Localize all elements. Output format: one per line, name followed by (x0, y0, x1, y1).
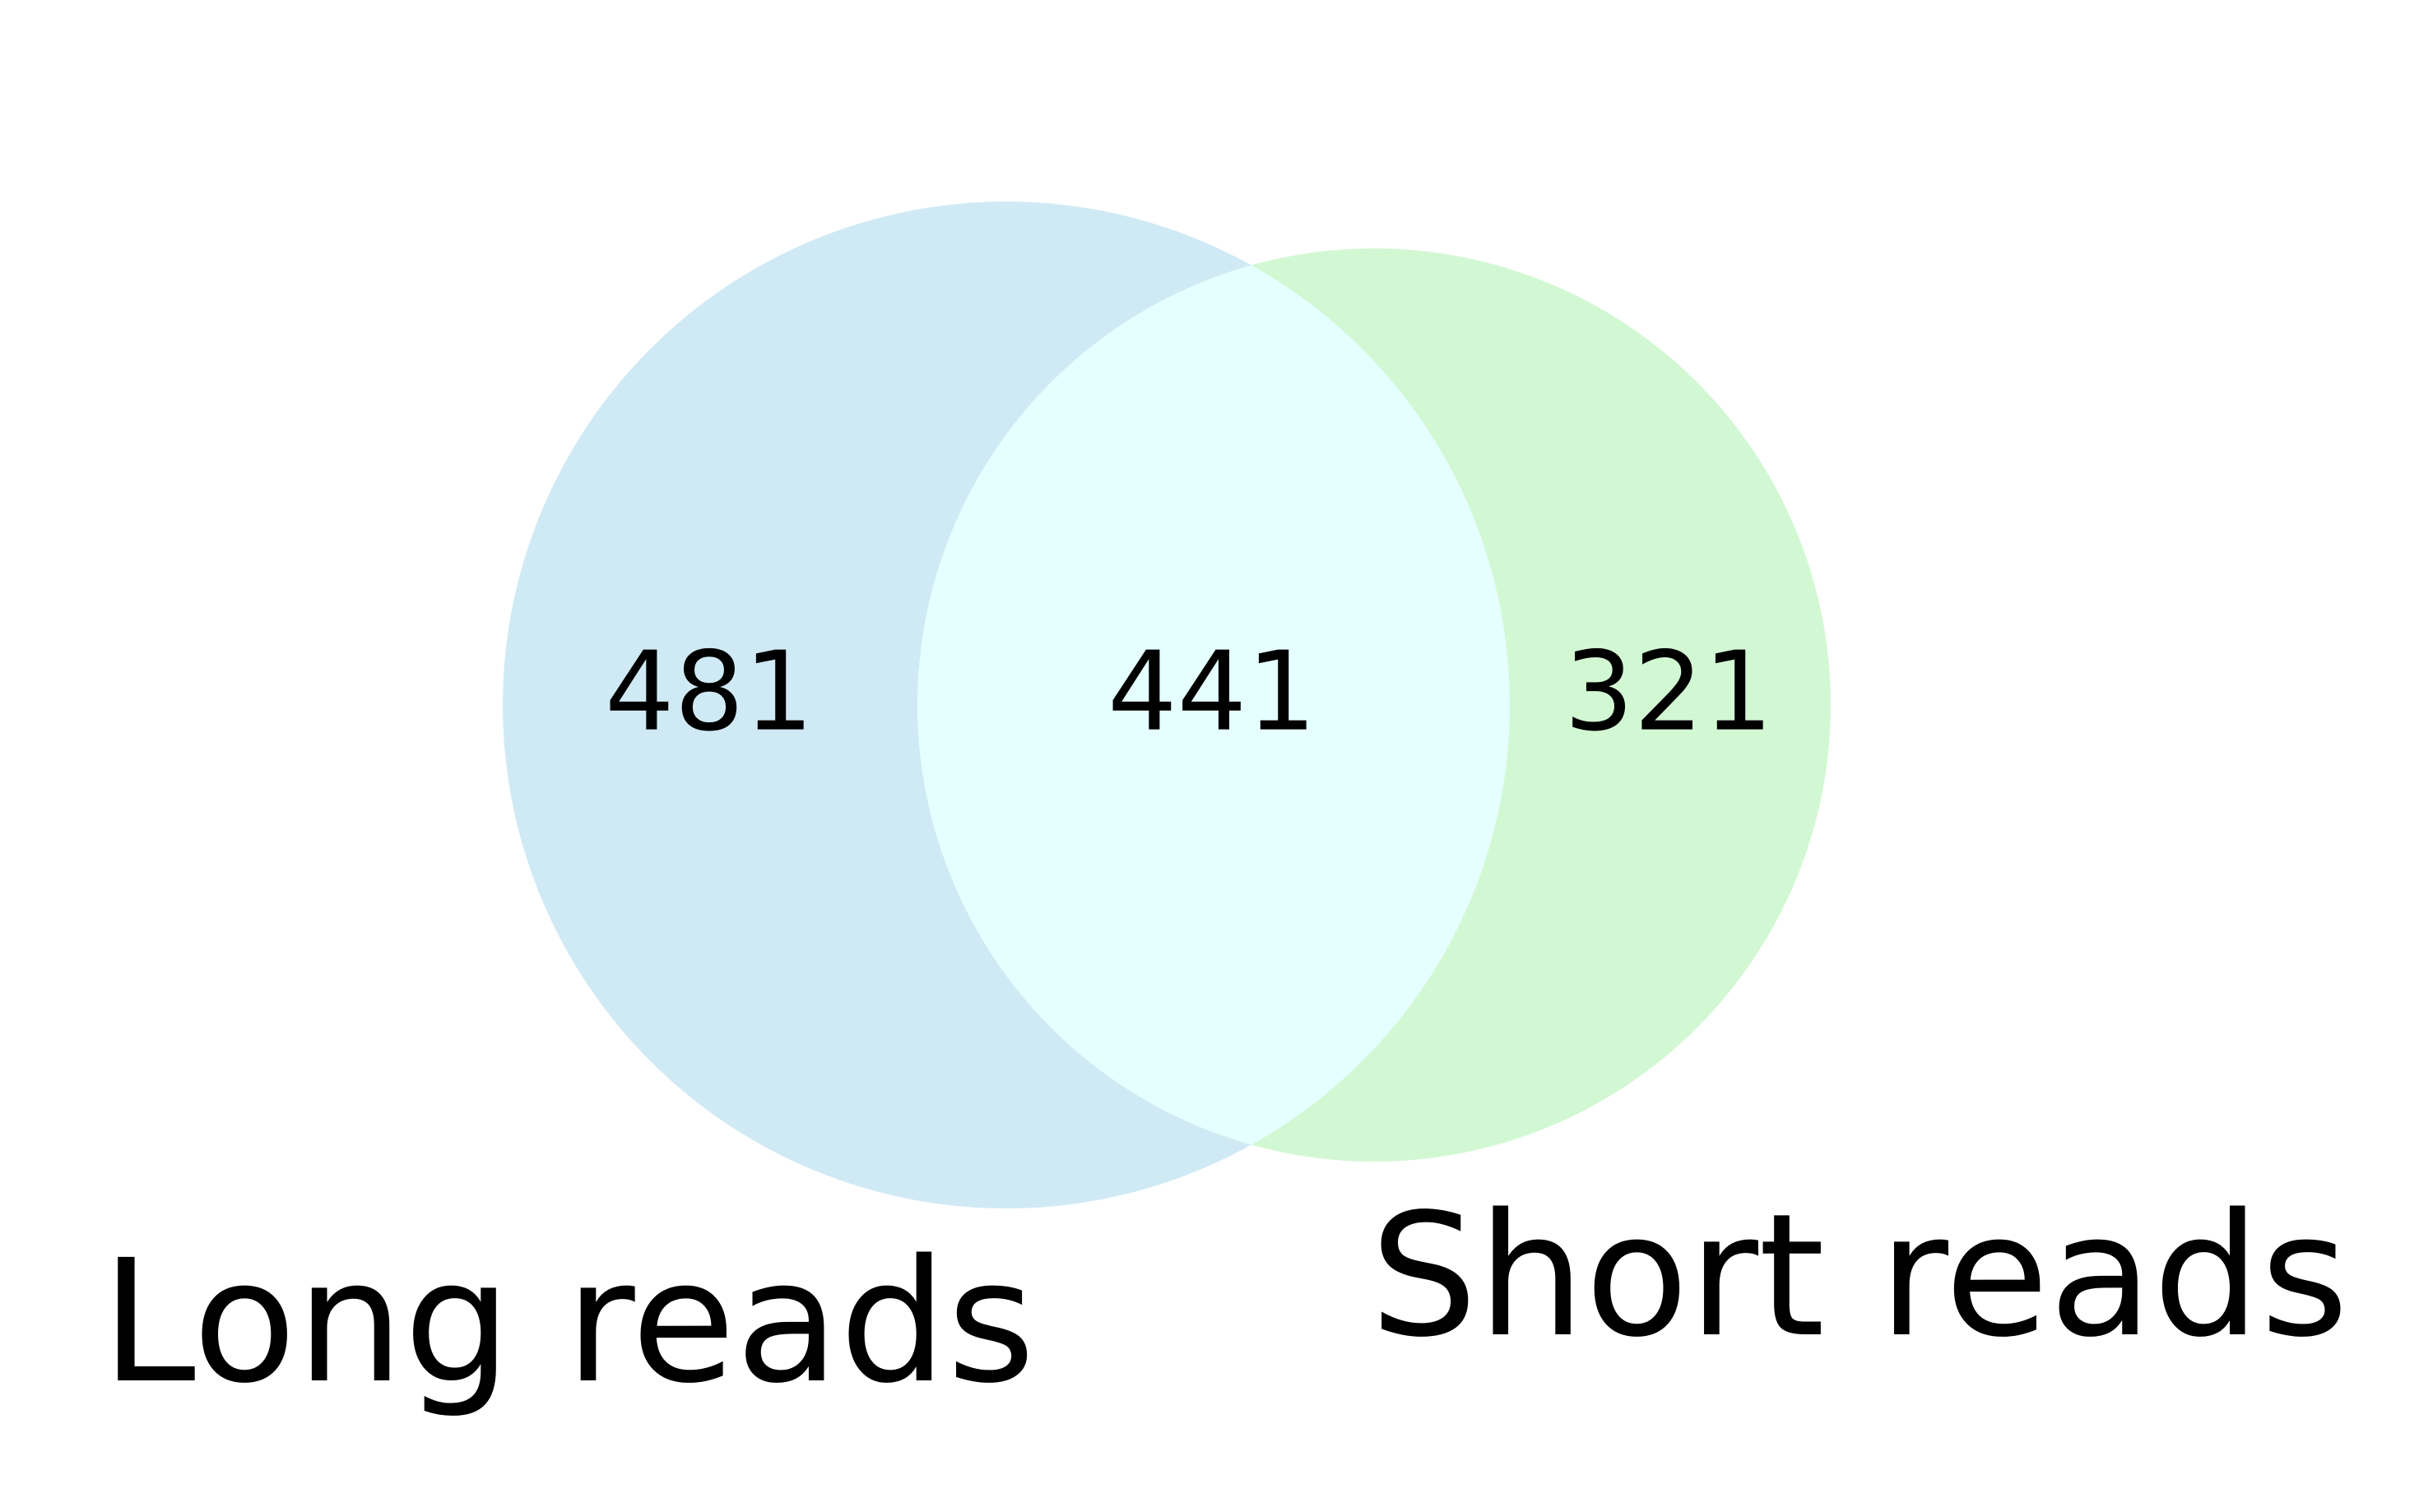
short-reads-only-count: 321 (1564, 629, 1773, 756)
long-reads-only-count: 481 (605, 629, 814, 756)
intersection-count: 441 (1107, 629, 1316, 756)
long-reads-label: Long reads (101, 1223, 1035, 1421)
short-reads-label: Short reads (1370, 1177, 2349, 1375)
intersection-region (917, 248, 1510, 1162)
